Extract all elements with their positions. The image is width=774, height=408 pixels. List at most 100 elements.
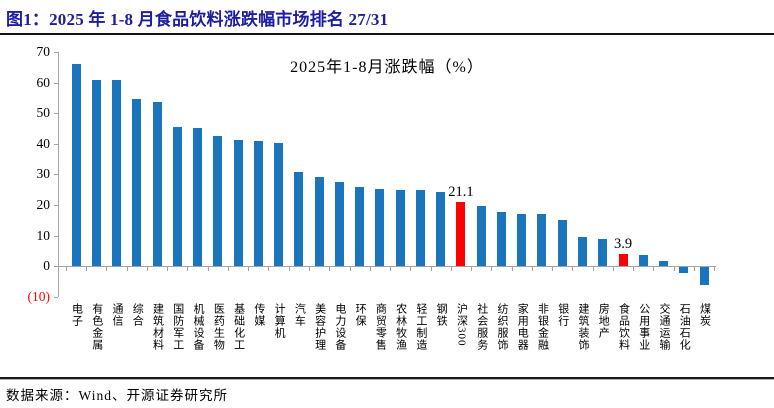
- bar-轻工制造: [415, 190, 425, 267]
- y-axis-tick-mark: [54, 143, 58, 145]
- bar-食品饮料: [618, 254, 628, 267]
- x-axis-tick-mark: [187, 267, 189, 272]
- bar-公用事业: [638, 254, 648, 267]
- x-axis-label: 纺织服饰: [495, 303, 508, 351]
- y-axis-tick-label: 10: [36, 227, 51, 243]
- x-axis-tick-mark: [471, 267, 473, 272]
- y-axis-tick-label: 30: [36, 166, 51, 182]
- bar-农林牧渔: [395, 189, 405, 267]
- bar-医药生物: [213, 135, 223, 267]
- x-axis-tick-mark: [653, 267, 655, 272]
- y-axis-tick-label: 20: [36, 197, 51, 212]
- title-divider: [0, 33, 774, 35]
- x-axis-tick-mark: [531, 267, 533, 272]
- x-axis-tick-mark: [329, 267, 331, 272]
- x-axis-label: 轻工制造: [414, 303, 427, 351]
- x-axis-label: 非银金融: [536, 303, 549, 351]
- x-axis-label: 农林牧渔: [394, 303, 407, 351]
- bar-交通运输: [659, 260, 669, 267]
- x-axis-label: 传媒: [252, 303, 265, 327]
- bottom-divider: [0, 377, 774, 380]
- y-axis-tick-mark: [54, 52, 58, 53]
- x-axis-label: 银行: [556, 303, 569, 327]
- x-axis-tick-mark: [126, 267, 128, 272]
- bar-国防军工: [172, 127, 182, 267]
- x-axis-tick-mark: [552, 267, 554, 272]
- x-axis-label: 汽车: [293, 303, 306, 327]
- x-axis-tick-mark: [633, 267, 635, 272]
- x-axis-label: 电力设备: [333, 303, 346, 351]
- x-axis-label: 家用电器: [516, 303, 529, 351]
- y-axis-line: [58, 52, 59, 297]
- x-axis-tick-mark: [167, 267, 169, 272]
- x-axis-tick-mark: [390, 267, 392, 272]
- bar-机械设备: [193, 127, 203, 267]
- y-axis-tick-label: 40: [36, 135, 51, 151]
- x-axis-tick-mark: [714, 267, 716, 272]
- x-axis-label: 商贸零售: [374, 303, 387, 351]
- x-axis-tick-mark: [349, 267, 351, 272]
- x-axis-label: 食品饮料: [617, 303, 630, 351]
- bar-建筑装饰: [578, 236, 587, 267]
- y-axis-tick-mark: [54, 296, 58, 298]
- bar-美容护理: [314, 177, 324, 267]
- x-axis-baseline: [58, 266, 716, 268]
- x-axis-label: 建筑装饰: [577, 303, 589, 351]
- chart-title: 2025年1-8月涨跌幅（%）: [290, 59, 484, 76]
- x-axis-label: 公用事业: [637, 303, 650, 351]
- x-axis-label: 医药生物: [212, 303, 225, 351]
- y-axis-tick-label: 0: [43, 258, 50, 274]
- x-axis-tick-mark: [511, 267, 513, 272]
- bar-有色金属: [91, 79, 101, 267]
- bar-钢铁: [436, 191, 446, 267]
- bar-家用电器: [517, 213, 527, 267]
- data-source-note: 数据来源：Wind、开源证券研究所: [6, 388, 228, 403]
- x-axis-label: 石油石化: [678, 303, 691, 351]
- x-axis-label: 交通运输: [658, 303, 671, 351]
- bar-石油石化: [679, 267, 689, 273]
- x-axis-tick-mark: [491, 267, 493, 272]
- x-axis-label: 环保: [354, 303, 367, 327]
- y-axis-tick-label: 70: [36, 44, 51, 59]
- bar-非银金融: [537, 214, 547, 267]
- x-axis-tick-mark: [693, 267, 695, 272]
- y-axis-tick-mark: [54, 113, 58, 115]
- bar-chart: 2025年1-8月涨跌幅（%） 70 60 50 40 30 20 10 0 (10) 21.1 3…: [0, 35, 774, 377]
- bar-房地产: [598, 239, 608, 267]
- bar-电子: [71, 64, 81, 267]
- bar-煤炭: [699, 267, 709, 285]
- x-axis-tick-mark: [146, 267, 148, 272]
- bar-传媒: [253, 140, 263, 267]
- x-axis-tick-mark: [572, 267, 574, 272]
- x-axis-tick-mark: [65, 267, 67, 272]
- x-axis-label: 钢铁: [435, 303, 448, 327]
- x-axis-tick-mark: [268, 267, 270, 272]
- y-axis-tick-label: 50: [36, 105, 51, 121]
- y-axis-tick-mark: [54, 174, 58, 176]
- bar-电力设备: [334, 181, 344, 267]
- x-axis-label: 电子: [70, 303, 83, 327]
- x-axis-tick-mark: [86, 267, 88, 272]
- x-axis-label: 建筑材料: [151, 303, 164, 351]
- x-axis-label: 机械设备: [192, 303, 205, 351]
- bar-计算机: [274, 143, 284, 267]
- x-axis-tick-mark: [248, 267, 250, 272]
- bar-汽车: [294, 171, 304, 267]
- x-axis-tick-mark: [592, 267, 594, 272]
- x-axis-tick-mark: [673, 267, 675, 272]
- x-axis-tick-mark: [410, 267, 412, 272]
- x-axis-tick-mark: [430, 267, 432, 272]
- x-axis-label: 社会服务: [475, 303, 488, 351]
- bar-value-label: 21.1: [448, 183, 474, 200]
- bar-通信: [112, 80, 122, 267]
- bar-纺织服饰: [496, 212, 506, 267]
- bar-商贸零售: [375, 189, 385, 267]
- bar-沪深300: [456, 201, 466, 267]
- x-axis-label: 国防军工: [171, 303, 184, 351]
- x-axis-tick-mark: [308, 267, 310, 272]
- y-axis-tick-mark: [54, 205, 58, 206]
- y-axis-tick-label: (10): [27, 288, 51, 304]
- bar-value-label: 3.9: [613, 236, 633, 253]
- x-axis-label: 有色金属: [90, 303, 103, 351]
- y-axis-tick-mark: [54, 266, 58, 268]
